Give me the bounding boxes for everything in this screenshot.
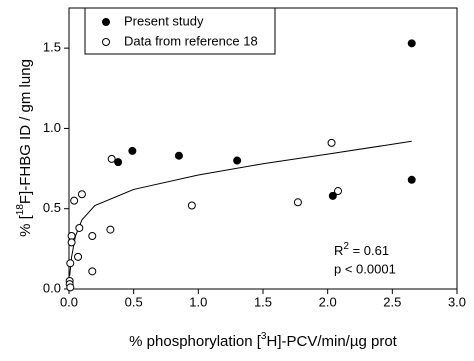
data-point [233,156,242,165]
data-point [75,223,84,232]
x-tick-label: 0.0 [60,294,78,309]
data-point [88,267,97,276]
data-point [128,146,137,155]
x-tick-label: 0.5 [125,294,143,309]
x-label-sup: 3 [261,331,267,342]
x-tick-label: 2.5 [383,294,401,309]
data-point [106,225,115,234]
annotation-sup: 2 [343,241,349,252]
data-point [334,187,343,196]
data-point [114,158,123,167]
data-point [66,283,75,292]
annotation-part: = 0.61 [349,243,389,258]
annotation: R2 = 0.61 [334,241,389,259]
y-axis-label: % [18F]-FHBG ID / gm lung [15,59,34,237]
y-label-sup: 18 [15,204,26,216]
annotation-part: R [334,243,343,258]
data-point [328,191,337,200]
legend-marker [102,18,110,26]
data-point [174,151,183,160]
data-point [187,201,196,210]
y-label-part: F]-FHBG ID / gm lung [17,59,34,204]
data-point [407,175,416,184]
data-point [88,232,97,241]
y-label-part: % [ [17,214,34,237]
x-axis-label: % phosphorylation [3H]-PCV/min/µg prot [129,331,397,350]
data-point [77,190,86,199]
data-point [66,259,75,268]
y-tick-label: 1.0 [43,120,61,135]
x-tick-label: 1.5 [254,294,272,309]
y-tick-label: 0.5 [43,200,61,215]
legend-box [84,7,276,55]
fit-line [69,140,412,277]
y-tick-label: 1.5 [43,40,61,55]
data-point [327,138,336,147]
data-point [67,238,76,247]
y-tick-label: 0.0 [43,280,61,295]
x-label-part: % phosphorylation [ [129,333,262,350]
legend-marker [102,38,110,46]
legend-label: Present study [124,13,204,28]
annotation: p < 0.0001 [334,261,396,276]
x-tick-label: 1.0 [189,294,207,309]
data-point [407,39,416,48]
x-label-part: H]-PCV/min/µg prot [266,333,397,350]
data-point [74,252,83,261]
x-tick-label: 2.0 [319,294,337,309]
data-point [293,198,302,207]
data-point [107,154,116,163]
x-tick-label: 3.0 [448,294,466,309]
legend-label: Data from reference 18 [124,33,258,48]
data-point [70,196,79,205]
